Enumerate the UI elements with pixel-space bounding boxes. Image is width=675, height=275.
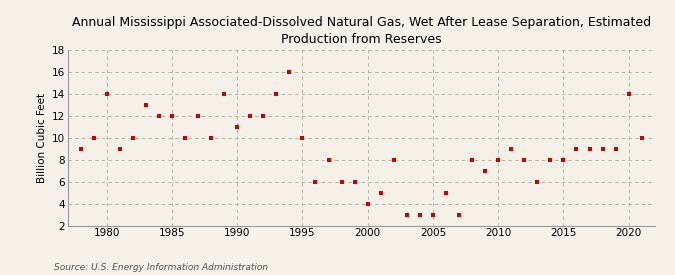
Point	[192, 113, 203, 118]
Point	[180, 135, 190, 140]
Point	[466, 157, 477, 162]
Point	[623, 91, 634, 96]
Point	[101, 91, 112, 96]
Point	[75, 146, 86, 151]
Point	[284, 69, 295, 74]
Point	[532, 179, 543, 184]
Point	[336, 179, 347, 184]
Point	[245, 113, 256, 118]
Point	[480, 168, 491, 173]
Point	[323, 157, 334, 162]
Point	[427, 212, 438, 217]
Point	[506, 146, 516, 151]
Point	[206, 135, 217, 140]
Point	[454, 212, 464, 217]
Point	[349, 179, 360, 184]
Point	[167, 113, 178, 118]
Point	[441, 190, 452, 195]
Point	[519, 157, 530, 162]
Title: Annual Mississippi Associated-Dissolved Natural Gas, Wet After Lease Separation,: Annual Mississippi Associated-Dissolved …	[72, 16, 651, 46]
Point	[114, 146, 125, 151]
Point	[402, 212, 412, 217]
Point	[271, 91, 281, 96]
Text: Source: U.S. Energy Information Administration: Source: U.S. Energy Information Administ…	[54, 263, 268, 272]
Point	[610, 146, 621, 151]
Point	[558, 157, 569, 162]
Point	[545, 157, 556, 162]
Point	[140, 102, 151, 107]
Point	[414, 212, 425, 217]
Point	[232, 124, 242, 129]
Point	[375, 190, 386, 195]
Point	[362, 201, 373, 206]
Point	[310, 179, 321, 184]
Point	[153, 113, 164, 118]
Point	[637, 135, 647, 140]
Point	[128, 135, 138, 140]
Point	[493, 157, 504, 162]
Point	[388, 157, 399, 162]
Point	[88, 135, 99, 140]
Point	[219, 91, 230, 96]
Point	[597, 146, 608, 151]
Point	[571, 146, 582, 151]
Point	[297, 135, 308, 140]
Point	[258, 113, 269, 118]
Y-axis label: Billion Cubic Feet: Billion Cubic Feet	[37, 92, 47, 183]
Point	[584, 146, 595, 151]
